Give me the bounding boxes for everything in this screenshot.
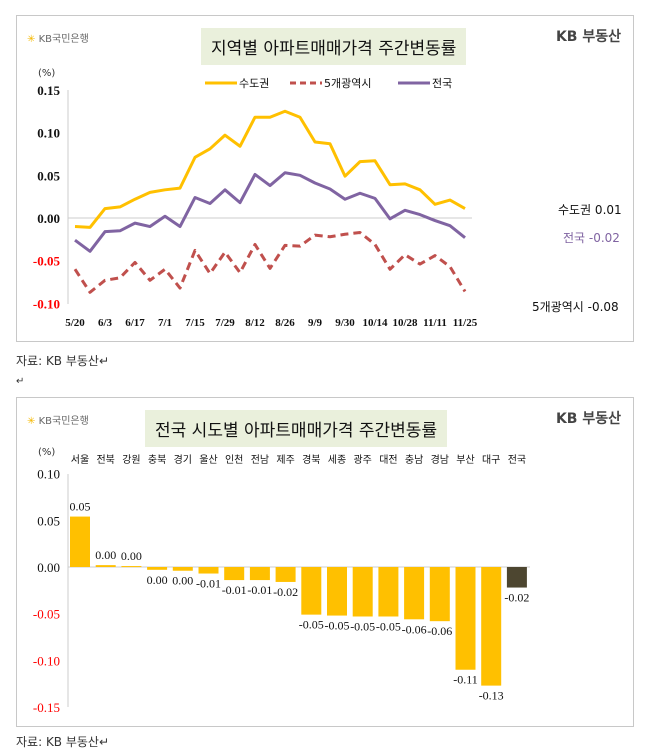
x-tick-label: 10/14 (362, 317, 388, 329)
series-line-1 (73, 231, 467, 294)
x-tick-label: 6/17 (125, 317, 145, 329)
x-tick-label: 9/9 (308, 317, 323, 329)
y-tick-label: 0.10 (37, 126, 60, 141)
legend-label: 수도권 (239, 77, 269, 90)
line-chart: (%) 0.15 0.10 0.05 0.00 -0.05 -0.10 5/20 6/3 6/17… (33, 68, 622, 329)
x-tick-label: 7/15 (185, 317, 205, 329)
y-unit-label: (%) (38, 68, 55, 79)
y-tick-label: -0.10 (33, 296, 60, 311)
series-end-label: 전국 -0.02 (563, 231, 620, 245)
legend-label: 5개광역시 (324, 77, 371, 90)
y-tick-label: -0.05 (33, 254, 61, 269)
x-tick-label: 7/1 (158, 317, 172, 329)
y-tick-label: 0.00 (37, 211, 60, 226)
source-caption-2: 자료: KB 부동산↵ (16, 735, 110, 749)
bar-chart-title: 전국 시도별 아파트매매가격 주간변동률 (145, 410, 448, 447)
kb-realestate-logo: KB 부동산 (555, 29, 621, 45)
y-tick-label: 0.05 (37, 168, 60, 183)
series-end-label: 수도권 0.01 (558, 203, 622, 217)
source-caption-1: 자료: KB 부동산↵ (16, 354, 110, 368)
x-tick-label: 8/26 (275, 317, 295, 329)
kb-realestate-logo: KB 부동산 (555, 411, 621, 427)
x-tick-label: 11/11 (423, 317, 447, 329)
x-tick-label: 6/3 (98, 317, 113, 329)
x-tick-label: 9/30 (335, 317, 355, 329)
line-chart-panel: ✳ KB국민은행 지역별 아파트매매가격 주간변동률 KB 부동산 (16, 15, 634, 342)
x-tick-label: 10/28 (392, 317, 418, 329)
x-tick-label: 11/25 (453, 317, 478, 329)
x-tick-label: 5/20 (65, 317, 85, 329)
y-tick-label: 0.15 (37, 83, 60, 98)
kb-bank-logo: ✳ KB국민은행 (27, 416, 89, 427)
series-end-label: 5개광역시 -0.08 (532, 300, 619, 314)
kb-bank-logo: ✳ KB국민은행 (27, 34, 89, 45)
bar-chart-panel: ✳ KB국민은행 전국 시도별 아파트매매가격 주간변동률 KB 부동산 (16, 397, 634, 727)
line-chart-title: 지역별 아파트매매가격 주간변동률 (201, 28, 467, 65)
legend-label: 전국 (432, 77, 452, 90)
x-tick-label: 7/29 (215, 317, 235, 329)
x-tick-label: 8/12 (245, 317, 265, 329)
paragraph-mark: ↵ (16, 376, 25, 387)
